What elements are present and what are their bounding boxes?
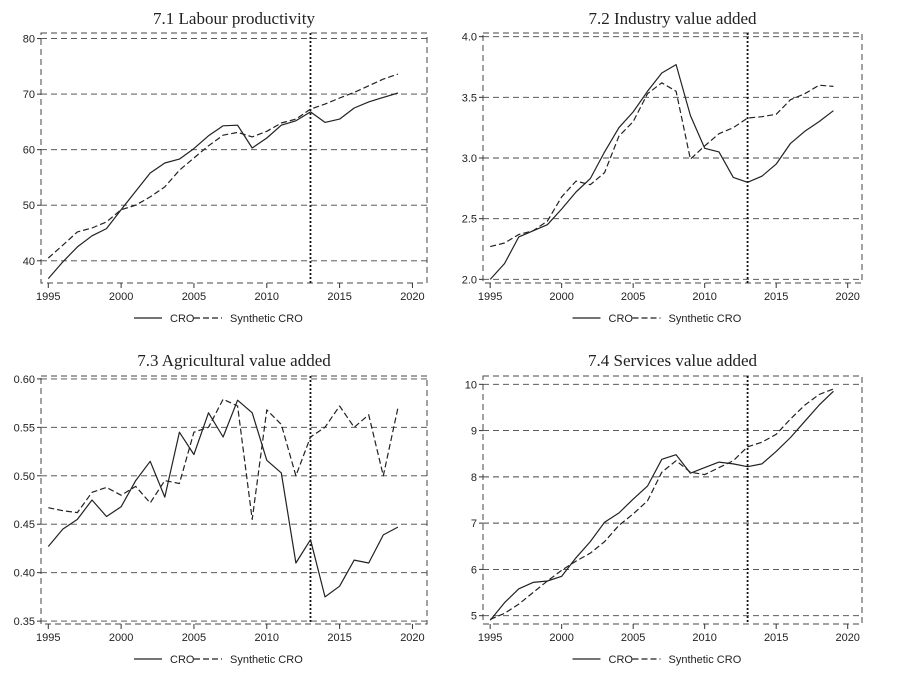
x-tick-label: 2015 <box>327 632 351 644</box>
legend-label: CRO <box>609 654 634 666</box>
legend-label: CRO <box>170 313 195 325</box>
x-tick-label: 1995 <box>36 291 60 303</box>
series-line-synthetic-cro <box>490 82 834 248</box>
x-tick-label: 1995 <box>36 632 60 644</box>
y-tick-label: 4.0 <box>462 32 477 44</box>
panel-2: 7.2 Industry value added 2.0 2.5 3.0 3.5 4.0 1… <box>462 9 863 325</box>
x-tick-label: 2005 <box>621 291 645 303</box>
y-tick-label: 0.50 <box>14 471 35 483</box>
x-tick-label: 2000 <box>549 632 573 644</box>
x-tick-label: 2010 <box>692 291 716 303</box>
legend: CRO Synthetic CRO <box>134 654 303 666</box>
y-tick-label: 2.0 <box>462 274 477 286</box>
x-tick-label: 2000 <box>109 291 133 303</box>
x-tick-label: 2015 <box>764 632 788 644</box>
y-tick-label: 2.5 <box>462 214 477 226</box>
legend: CRO Synthetic CRO <box>572 654 742 666</box>
y-tick-label: 0.55 <box>14 422 35 434</box>
x-tick-label: 2005 <box>182 632 206 644</box>
x-tick-label: 2020 <box>835 632 859 644</box>
x-tick-label: 2015 <box>327 291 351 303</box>
series-line-cro <box>489 390 834 621</box>
panel-title: 7.1 Labour productivity <box>153 9 315 28</box>
y-tick-label: 7 <box>471 518 477 530</box>
x-tick-label: 2005 <box>182 291 206 303</box>
x-tick-label: 2020 <box>400 291 424 303</box>
panel-1: 7.1 Labour productivity 40 50 60 70 80 1995 200… <box>23 9 428 325</box>
y-tick-label: 0.60 <box>14 374 35 386</box>
y-tick-label: 5 <box>471 611 477 623</box>
panel-title: 7.3 Agricultural value added <box>137 351 331 370</box>
legend-label: Synthetic CRO <box>230 654 303 666</box>
x-tick-label: 2005 <box>621 632 645 644</box>
plot-border <box>482 375 863 625</box>
y-tick-label: 70 <box>23 89 35 101</box>
legend: CRO Synthetic CRO <box>572 313 742 325</box>
y-tick-label: 0.35 <box>14 616 35 628</box>
y-tick-label: 8 <box>471 472 477 484</box>
x-tick-label: 2000 <box>109 632 133 644</box>
y-tick-label: 6 <box>471 564 477 576</box>
y-tick-label: 0.40 <box>14 568 35 580</box>
series-line-synthetic-cro <box>47 73 399 259</box>
plot-border <box>40 375 428 625</box>
legend: CRO Synthetic CRO <box>134 313 303 325</box>
x-tick-label: 2000 <box>549 291 573 303</box>
y-tick-label: 0.45 <box>14 519 35 531</box>
x-tick-label: 2020 <box>400 632 424 644</box>
panel-3: 7.3 Agricultural value added 0.35 0.40 0.45… <box>14 351 428 666</box>
panel-4: 7.4 Services value added 5 6 7 8 9 10 1995 2000 2… <box>465 351 863 666</box>
x-tick-label: 2010 <box>692 632 716 644</box>
y-tick-label: 40 <box>23 256 35 268</box>
y-tick-label: 80 <box>23 34 35 46</box>
y-tick-label: 50 <box>23 200 35 212</box>
y-tick-label: 60 <box>23 145 35 157</box>
series-line-cro <box>47 399 399 598</box>
panel-title: 7.2 Industry value added <box>588 9 757 28</box>
panel-title: 7.4 Services value added <box>588 351 757 370</box>
legend-label: Synthetic CRO <box>230 313 303 325</box>
y-tick-label: 3.5 <box>462 92 477 104</box>
series-line-synthetic-cro <box>489 388 834 620</box>
legend-label: Synthetic CRO <box>669 313 742 325</box>
x-tick-label: 2010 <box>255 632 279 644</box>
legend-label: CRO <box>170 654 195 666</box>
x-tick-label: 1995 <box>478 632 502 644</box>
x-tick-label: 2015 <box>764 291 788 303</box>
y-tick-label: 3.0 <box>462 153 477 165</box>
x-tick-label: 2010 <box>255 291 279 303</box>
legend-label: Synthetic CRO <box>669 654 742 666</box>
legend-label: CRO <box>609 313 634 325</box>
series-line-cro <box>489 63 834 280</box>
x-tick-label: 1995 <box>478 291 502 303</box>
series-line-cro <box>47 92 399 279</box>
plot-border <box>40 32 428 284</box>
y-tick-label: 9 <box>471 426 477 438</box>
series-line-synthetic-cro <box>48 398 399 521</box>
y-tick-label: 10 <box>465 379 477 391</box>
x-tick-label: 2020 <box>835 291 859 303</box>
